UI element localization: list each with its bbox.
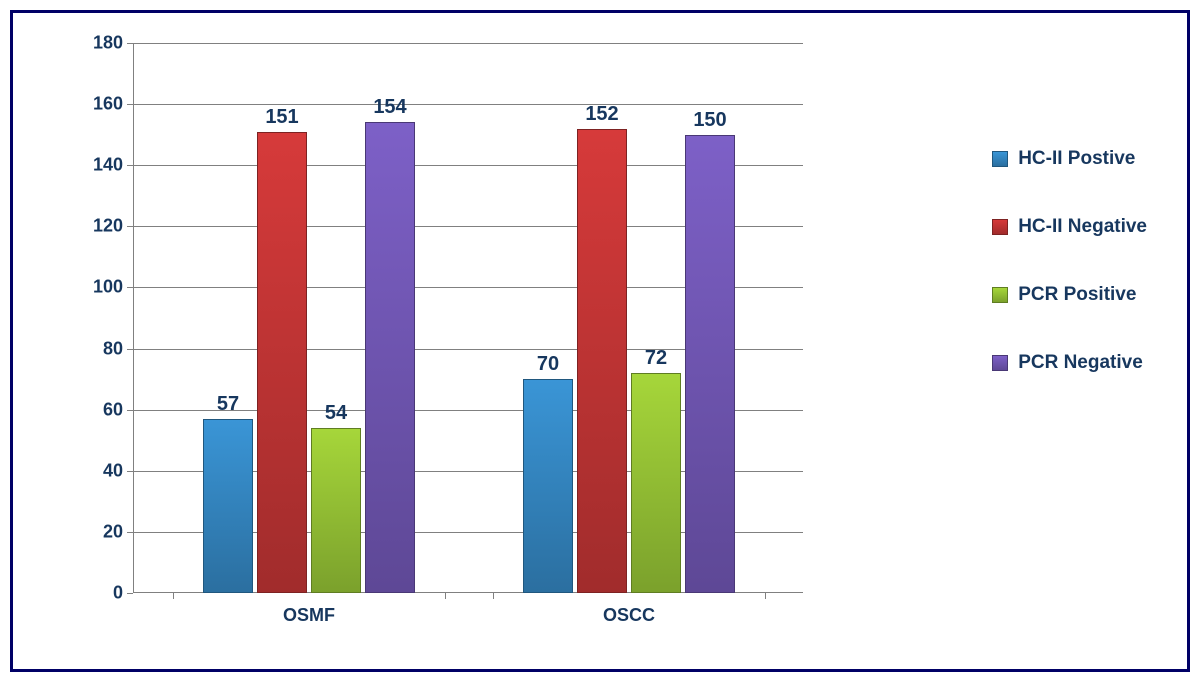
bar-value-label: 150 — [693, 109, 726, 136]
bar: 54 — [311, 428, 361, 593]
bar: 57 — [203, 419, 253, 593]
x-category-label: OSCC — [603, 593, 655, 626]
bar-value-label: 151 — [265, 106, 298, 133]
legend-label: PCR Positive — [1018, 284, 1136, 306]
bar: 72 — [631, 373, 681, 593]
x-tick-mark — [445, 593, 446, 599]
y-tick-label: 100 — [73, 277, 133, 298]
y-tick-label: 160 — [73, 94, 133, 115]
y-tick-label: 60 — [73, 399, 133, 420]
bar: 151 — [257, 132, 307, 593]
chart-border: Number of patients 020406080100120140160… — [10, 10, 1190, 672]
legend-item: PCR Positive — [992, 284, 1147, 306]
bar-value-label: 72 — [645, 347, 667, 374]
legend-label: HC-II Negative — [1018, 216, 1147, 238]
y-tick-label: 0 — [73, 583, 133, 604]
bar: 154 — [365, 122, 415, 593]
y-tick-label: 80 — [73, 338, 133, 359]
legend-swatch — [992, 355, 1008, 371]
x-tick-mark — [173, 593, 174, 599]
y-tick-label: 120 — [73, 216, 133, 237]
x-tick-mark — [493, 593, 494, 599]
legend-swatch — [992, 287, 1008, 303]
x-category-label: OSMF — [283, 593, 335, 626]
legend-item: HC-II Negative — [992, 216, 1147, 238]
grid-line — [133, 104, 803, 105]
y-axis-line — [133, 43, 134, 593]
legend-swatch — [992, 151, 1008, 167]
bar-value-label: 57 — [217, 393, 239, 420]
y-tick-label: 180 — [73, 33, 133, 54]
legend: HC-II Postive HC-II Negative PCR Positive P… — [992, 148, 1147, 374]
bar: 152 — [577, 129, 627, 593]
y-tick-label: 140 — [73, 155, 133, 176]
legend-item: PCR Negative — [992, 352, 1147, 374]
bar-value-label: 154 — [373, 96, 406, 123]
bar: 150 — [685, 135, 735, 593]
bar-value-label: 70 — [537, 353, 559, 380]
legend-item: HC-II Postive — [992, 148, 1147, 170]
bar-value-label: 152 — [585, 103, 618, 130]
chart-frame: Number of patients 020406080100120140160… — [0, 0, 1200, 682]
plot-area: 0204060801001201401601805715154154OSMF70… — [133, 43, 803, 593]
grid-line — [133, 43, 803, 44]
legend-label: PCR Negative — [1018, 352, 1143, 374]
x-tick-mark — [765, 593, 766, 599]
bar: 70 — [523, 379, 573, 593]
y-tick-label: 40 — [73, 460, 133, 481]
y-tick-label: 20 — [73, 521, 133, 542]
bar-value-label: 54 — [325, 402, 347, 429]
legend-label: HC-II Postive — [1018, 148, 1135, 170]
legend-swatch — [992, 219, 1008, 235]
